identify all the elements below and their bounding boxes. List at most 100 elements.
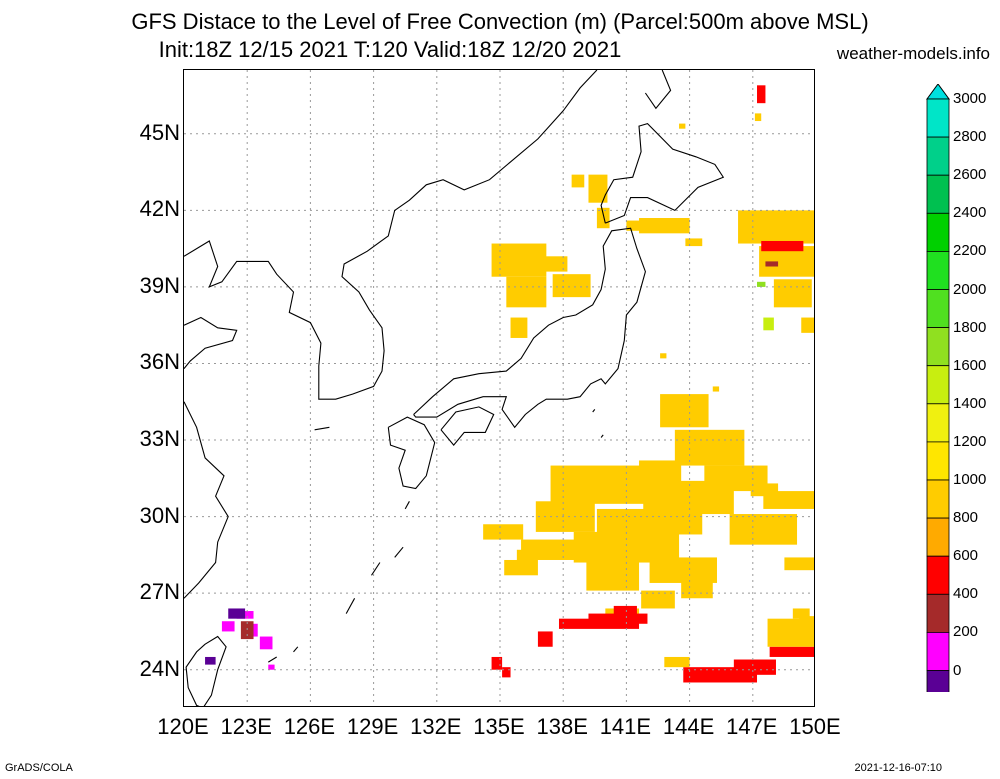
coastline — [644, 70, 672, 110]
coastline — [293, 646, 299, 653]
lat-label: 27N — [139, 579, 180, 605]
lfc-patch — [221, 621, 235, 632]
colorbar-swatch — [926, 365, 950, 405]
lfc-patch — [754, 113, 762, 122]
lfc-patch — [586, 559, 640, 591]
colorbar-label: 2600 — [953, 166, 987, 184]
lfc-patch — [801, 317, 814, 333]
lfc-patch — [769, 646, 814, 657]
colorbar-label: 1000 — [953, 471, 987, 488]
title-line1: GFS Distace to the Level of Free Convect… — [131, 9, 869, 34]
colorbar-swatch — [926, 174, 950, 214]
lat-label: 30N — [139, 502, 180, 528]
colorbar-label: 2400 — [953, 204, 987, 222]
lfc-patch — [516, 549, 534, 568]
lfc-patch — [674, 429, 745, 466]
colorbar-swatch — [926, 441, 950, 481]
lfc-patch — [681, 572, 713, 599]
lfc-patch — [521, 539, 581, 560]
lon-label: 126E — [283, 714, 336, 739]
colorbar-swatch — [926, 327, 950, 367]
lfc-patch — [205, 656, 216, 665]
lon-label: 135E — [473, 714, 525, 739]
lfc-patch — [664, 656, 690, 668]
coastline — [371, 562, 381, 576]
lfc-patch — [799, 616, 814, 632]
lfc-patch — [491, 243, 547, 277]
lfc-patch — [259, 636, 273, 650]
lfc-patch — [537, 631, 553, 647]
colorbar-label: 800 — [953, 509, 979, 527]
footer-left: GrADS/COLA — [5, 762, 73, 774]
colorbar-swatch — [926, 212, 950, 252]
colorbar-swatch — [926, 632, 950, 671]
lfc-patch — [537, 256, 568, 272]
coastline — [387, 416, 436, 490]
coastline — [184, 316, 238, 369]
lfc-patch — [738, 210, 814, 244]
lfc-patch — [552, 274, 591, 298]
footer-right: 2021-12-16-07:10 — [854, 762, 942, 774]
lfc-patch — [506, 276, 547, 308]
lfc-patch — [596, 207, 610, 229]
lon-label: 147E — [726, 714, 778, 739]
colorbar-swatch — [926, 479, 950, 519]
colorbar-swatch — [926, 555, 950, 595]
lfc-patch — [757, 85, 766, 104]
map-frame — [183, 69, 815, 707]
graticule — [184, 70, 814, 706]
coastline — [345, 598, 356, 614]
lfc-patch — [729, 514, 798, 545]
lfc-patch — [491, 656, 503, 670]
coastline — [185, 635, 227, 706]
colorbar-label: 1600 — [953, 356, 987, 374]
lon-label: 144E — [662, 714, 715, 739]
colorbar-label: 1200 — [953, 432, 987, 450]
lfc-patch — [792, 608, 810, 619]
colorbar-swatch — [926, 136, 950, 176]
coastline — [404, 501, 410, 510]
colorbar-label: 2200 — [953, 242, 987, 260]
lon-label: 132E — [410, 714, 462, 739]
lon-label: 123E — [220, 714, 272, 739]
coastline — [184, 401, 229, 599]
lfc-patch — [550, 465, 648, 504]
lfc-patch — [641, 590, 675, 609]
lfc-patch — [502, 667, 511, 678]
lfc-patch — [510, 317, 528, 338]
lat-label: 33N — [139, 426, 180, 452]
site-label: weather-models.info — [836, 44, 990, 63]
lfc-patch — [613, 605, 637, 622]
lon-label: 138E — [536, 714, 588, 739]
lfc-patch — [685, 238, 703, 247]
lfc-field-layer — [205, 85, 814, 683]
lat-label: 39N — [139, 272, 180, 298]
lfc-patch — [228, 608, 246, 619]
lfc-patch — [571, 174, 585, 188]
colorbar-swatch — [926, 289, 950, 328]
lfc-patch — [626, 220, 642, 231]
colorbar-swatch — [926, 593, 950, 633]
lfc-patch — [483, 524, 524, 540]
lfc-patch — [268, 664, 275, 670]
coastlines — [184, 70, 725, 706]
lfc-patch — [773, 279, 812, 308]
title-line2: Init:18Z 12/15 2021 T:120 Valid:18Z 12/2… — [158, 37, 622, 62]
coastline — [394, 546, 404, 558]
colorbar-label: 400 — [953, 585, 979, 603]
colorbar-label: 1400 — [953, 394, 987, 412]
lfc-patch — [236, 611, 254, 619]
coastline — [184, 70, 598, 400]
coastline — [413, 227, 646, 429]
lfc-patch — [643, 480, 734, 515]
colorbar-label: 600 — [953, 547, 979, 565]
coastline — [268, 656, 277, 663]
colorbar-label: 2000 — [953, 280, 987, 298]
lat-label: 45N — [139, 119, 180, 145]
colorbar-label: 2800 — [953, 128, 987, 146]
coastline — [440, 406, 495, 446]
lon-label: 150E — [789, 714, 841, 739]
lfc-patch — [679, 123, 686, 129]
map-canvas — [184, 70, 814, 706]
lfc-patch — [757, 281, 766, 287]
